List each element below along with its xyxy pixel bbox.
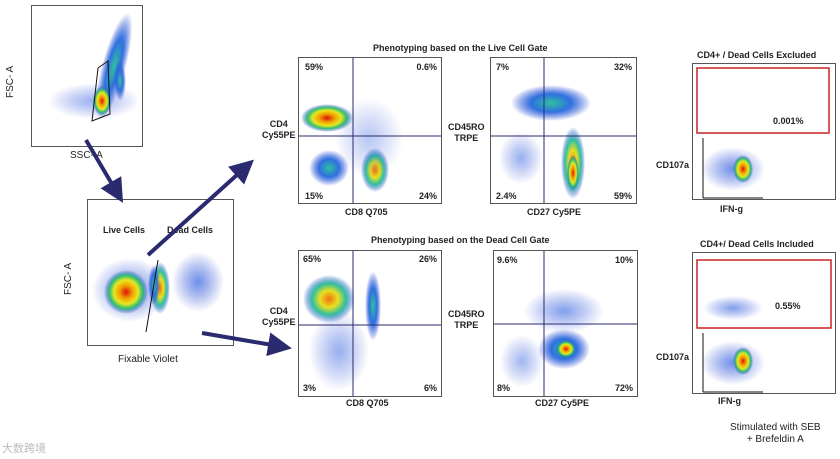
dead-cd8-axis: CD8 Q705 — [346, 398, 389, 408]
dead-cd4-cd8-q-bl: 3% — [303, 383, 317, 393]
dead-cd45ro-cd27-scatter — [500, 289, 604, 387]
live-cd4-cd8-q-tr: 0.6% — [416, 62, 437, 72]
fsc-ssc-plot — [31, 5, 143, 147]
fsc-ssc-gate — [91, 60, 111, 122]
included-x-label: IFN-g — [718, 396, 741, 406]
live-cd45ro-cd27-q-br: 59% — [613, 191, 632, 201]
viability-density — [92, 252, 224, 333]
fsc-ssc-y-label: FSC- A — [5, 65, 16, 98]
live-cd45ro-cd27-q-bl: 2.4% — [496, 191, 517, 201]
dead-cd45ro-axis: CD45RO TRPE — [448, 309, 485, 331]
excluded-gate-value: 0.001% — [773, 116, 804, 126]
dead-cd45ro-cd27-density — [494, 251, 637, 396]
dead-cells-label: Dead Cells — [167, 225, 214, 235]
live-cd8-axis: CD8 Q705 — [345, 207, 388, 217]
live-cd45ro-cd27-q-tl: 7% — [496, 62, 510, 72]
stimulation-note-line1: Stimulated with SEB — [730, 422, 821, 433]
stimulation-note-line2: + Brefeldin A — [746, 434, 804, 445]
dead-cd27-axis: CD27 Cy5PE — [535, 398, 590, 408]
live-cd45ro-cd27-scatter — [499, 85, 591, 199]
excluded-axes — [702, 138, 763, 199]
viability-gate-divider — [145, 259, 159, 333]
dead-cd4-cd8-q-tl: 65% — [303, 254, 322, 264]
included-y-label: CD107a — [656, 352, 690, 362]
dead-cd4-axis-line2: Cy55PE — [262, 317, 296, 327]
dead-cd4-axis: CD4 Cy55PE — [262, 306, 296, 328]
live-cd45ro-axis-line2: TRPE — [454, 133, 479, 143]
fsc-ssc-x-label: SSC- A — [70, 150, 103, 161]
live-cd4-axis-line2: Cy55PE — [262, 130, 296, 140]
dead-cd45ro-axis-line2: TRPE — [454, 320, 479, 330]
included-axes — [702, 333, 763, 393]
excluded-title: CD4+ / Dead Cells Excluded — [697, 50, 817, 60]
live-cd4-axis-line1: CD4 — [269, 119, 288, 129]
excluded-plot: 0.001% — [692, 63, 836, 200]
dead-cd45ro-cd27-q-tr: 10% — [614, 255, 633, 265]
watermark-text: 大数跨境 — [2, 443, 46, 455]
live-cd4-cd8-q-br: 24% — [418, 191, 437, 201]
dead-cd4-cd8-scatter — [303, 271, 381, 391]
live-cd4-axis: CD4 Cy55PE — [262, 119, 296, 141]
arrow-to-viability — [84, 138, 124, 203]
excluded-y-label: CD107a — [656, 160, 690, 170]
excluded-scatter — [701, 147, 765, 191]
live-cd45ro-cd27-q-tr: 32% — [613, 62, 632, 72]
dead-cd45ro-cd27-q-br: 72% — [614, 383, 633, 393]
included-density — [696, 259, 832, 393]
live-cd4-cd8-q-tl: 59% — [305, 62, 324, 72]
excluded-gate-box — [696, 67, 830, 134]
live-cd4-cd8-q-bl: 15% — [305, 191, 324, 201]
live-cd4-cd8-density — [299, 58, 441, 203]
live-cd45ro-axis-line1: CD45RO — [448, 122, 485, 132]
fsc-ssc-density — [48, 12, 140, 122]
live-cd4-cd8-scatter — [301, 98, 403, 192]
viability-y-label: FSC- A — [63, 262, 74, 295]
viability-x-label: Fixable Violet — [118, 354, 178, 365]
dead-cd45ro-cd27-plot: 9.6% 10% 8% 72% — [493, 250, 638, 397]
dead-cd4-cd8-q-tr: 26% — [418, 254, 437, 264]
dead-cd4-axis-line1: CD4 — [269, 306, 288, 316]
viability-plot — [87, 199, 234, 346]
included-plot: 0.55% — [692, 252, 836, 394]
excluded-x-label: IFN-g — [720, 204, 743, 214]
dead-cd4-cd8-plot: 65% 26% 3% 6% — [298, 250, 442, 397]
live-cd27-axis: CD27 Cy5PE — [527, 207, 582, 217]
live-cells-label: Live Cells — [103, 225, 146, 235]
live-cd45ro-cd27-density — [491, 58, 636, 203]
live-section-title: Phenotyping based on the Live Cell Gate — [373, 43, 548, 53]
dead-cd45ro-cd27-q-bl: 8% — [497, 383, 511, 393]
dead-cd45ro-axis-line1: CD45RO — [448, 309, 485, 319]
included-title: CD4+/ Dead Cells Included — [700, 239, 814, 249]
included-gate-box — [696, 259, 832, 329]
live-cd4-cd8-plot: 59% 0.6% 15% 24% — [298, 57, 442, 204]
included-scatter — [701, 296, 765, 385]
live-cd45ro-axis: CD45RO TRPE — [448, 122, 485, 144]
fsc-ssc-scatter — [48, 12, 140, 120]
excluded-density — [696, 67, 830, 199]
live-cd45ro-cd27-plot: 7% 32% 2.4% 59% — [490, 57, 637, 204]
included-gate-value: 0.55% — [775, 301, 801, 311]
dead-cd45ro-cd27-q-tl: 9.6% — [497, 255, 518, 265]
watermark-logo: 大数跨境 — [2, 440, 46, 456]
dead-section-title: Phenotyping based on the Dead Cell Gate — [371, 235, 550, 245]
stimulation-note: Stimulated with SEB + Brefeldin A — [730, 422, 821, 446]
dead-cd4-cd8-density — [299, 251, 441, 396]
dead-cd4-cd8-q-br: 6% — [423, 383, 437, 393]
